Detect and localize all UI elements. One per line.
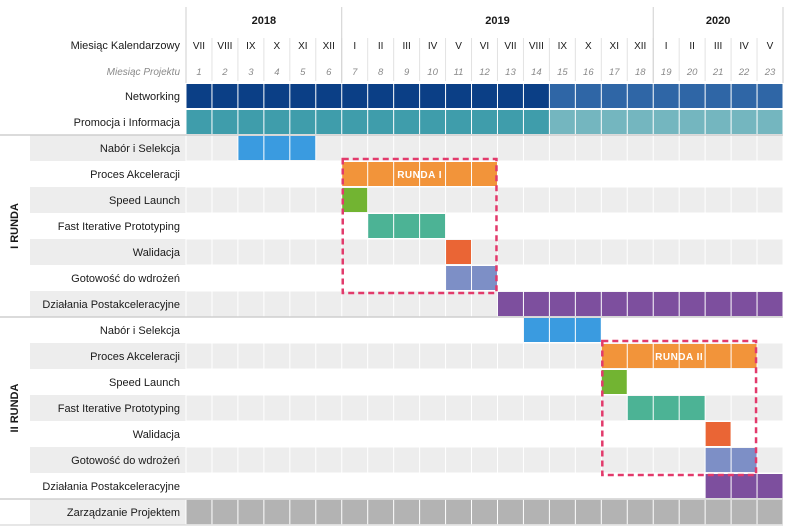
calendar-month-label: II (378, 41, 384, 52)
calendar-month-label: III (714, 41, 722, 52)
row-label: Fast Iterative Prototyping (58, 403, 180, 415)
project-month-label: 15 (557, 67, 568, 78)
gantt-bar-4 (237, 136, 316, 160)
calendar-month-label: I (353, 41, 356, 52)
calendar-month-label: VII (504, 41, 516, 52)
calendar-month-label: V (767, 41, 774, 52)
project-month-label: 9 (404, 67, 410, 78)
project-month-label: 21 (712, 67, 724, 78)
year-label: 2020 (706, 15, 730, 27)
project-month-label: 8 (378, 67, 384, 78)
row-shading (30, 135, 783, 161)
project-month-label: 20 (686, 67, 698, 78)
gantt-bar-7 (367, 214, 446, 238)
round-dashed-box (341, 157, 498, 295)
calendar-month-label: I (665, 41, 668, 52)
calendar-month-label: VIII (217, 41, 232, 52)
year-label: 2019 (485, 15, 509, 27)
project-month-label: 10 (427, 67, 438, 78)
calendar-month-label: XII (634, 41, 646, 52)
project-month-label: 16 (583, 67, 594, 78)
round-label: RUNDA I (397, 170, 442, 181)
project-month-label: 5 (300, 67, 306, 78)
gantt-bar-11 (523, 318, 602, 342)
gantt-bar-17 (705, 474, 783, 498)
row-label: Fast Iterative Prototyping (58, 221, 180, 233)
calendar-month-label: XII (323, 41, 335, 52)
round-label: RUNDA II (655, 352, 703, 363)
project-month-label: 13 (505, 67, 516, 78)
gantt-bar-15 (705, 422, 732, 446)
row-label: Walidacja (133, 429, 181, 441)
gantt-bar-18 (186, 500, 783, 524)
calendar-month-label: V (455, 41, 462, 52)
row-label: Nabór i Selekcja (100, 143, 181, 155)
calendar-month-label: IV (428, 41, 438, 52)
calendar-month-label: IX (558, 41, 568, 52)
project-month-label: 1 (196, 67, 201, 78)
calendar-month-label: VIII (529, 41, 544, 52)
calendar-month-label: XI (610, 41, 619, 52)
project-month-label: 4 (274, 67, 279, 78)
calendar-month-label: VII (193, 41, 205, 52)
project-month-label: 23 (764, 67, 776, 78)
project-month-label: 3 (248, 67, 254, 78)
gantt-bar-14 (627, 396, 706, 420)
project-month-label: 12 (479, 67, 490, 78)
row-shading (30, 187, 783, 213)
row-label: Proces Akceleracji (90, 169, 180, 181)
calendar-month-row-label: Miesiąc Kalendarzowy (71, 40, 181, 52)
row-label: Gotowość do wdrożeń (71, 455, 180, 467)
row-label: Networking (125, 91, 180, 103)
calendar-month-label: X (274, 41, 281, 52)
row-label: Działania Postakceleracyjne (42, 299, 180, 311)
project-month-label: 14 (531, 67, 542, 78)
row-shading (30, 239, 783, 265)
gantt-bar-3 (549, 110, 783, 134)
project-month-label: 22 (738, 67, 750, 78)
project-month-label: 17 (609, 67, 620, 78)
gantt-bar-10 (497, 292, 783, 316)
calendar-month-label: IV (739, 41, 749, 52)
group-label: I RUNDA (9, 203, 21, 249)
row-label: Walidacja (133, 247, 181, 259)
gantt-bar-6 (341, 188, 368, 212)
calendar-month-label: X (585, 41, 592, 52)
gantt-bar-8 (445, 240, 472, 264)
row-label: Zarządzanie Projektem (67, 507, 180, 519)
project-month-label: 11 (454, 67, 464, 78)
row-label: Proces Akceleracji (90, 351, 180, 363)
row-label: Speed Launch (109, 377, 180, 389)
round-dashed-box (601, 339, 758, 477)
row-label: Promocja i Informacja (74, 117, 181, 129)
year-label: 2018 (252, 15, 276, 27)
calendar-month-label: IX (246, 41, 256, 52)
project-month-label: 18 (635, 67, 646, 78)
project-month-label: 2 (221, 67, 228, 78)
calendar-month-label: III (402, 41, 410, 52)
row-label: Nabór i Selekcja (100, 325, 181, 337)
project-month-row-label: Miesiąc Projektu (107, 67, 181, 78)
row-label: Działania Postakceleracyjne (42, 481, 180, 493)
project-month-label: 7 (352, 67, 358, 78)
gantt-bar-13 (601, 370, 628, 394)
row-shading (30, 447, 783, 473)
group-label: II RUNDA (9, 384, 21, 433)
calendar-month-label: II (689, 41, 695, 52)
row-label: Speed Launch (109, 195, 180, 207)
row-label: Gotowość do wdrożeń (71, 273, 180, 285)
calendar-month-label: VI (480, 41, 489, 52)
project-month-label: 6 (326, 67, 332, 78)
gantt-bar-1 (549, 84, 783, 108)
project-month-label: 19 (661, 67, 672, 78)
calendar-month-label: XI (298, 41, 307, 52)
